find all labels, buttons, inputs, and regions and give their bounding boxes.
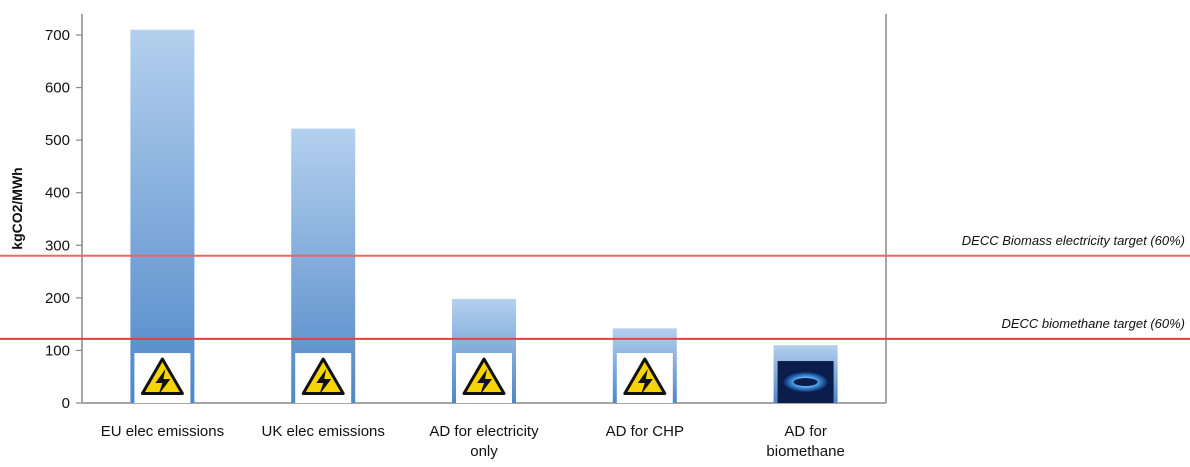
high-voltage-icon xyxy=(134,353,191,403)
x-category-label: AD for CHP xyxy=(606,423,684,440)
reference-lines: DECC Biomass electricity target (60%) DEC… xyxy=(0,233,1190,340)
axes: 0 100 200 300 400 500 600 700 xyxy=(45,14,887,412)
x-category-label: biomethane xyxy=(766,443,844,460)
y-tick-label: 0 xyxy=(62,395,70,412)
bars xyxy=(130,29,838,403)
high-voltage-icon xyxy=(616,353,673,403)
y-tick-label: 700 xyxy=(45,27,70,44)
x-category-label: AD for xyxy=(784,423,827,440)
reference-line-label: DECC Biomass electricity target (60%) xyxy=(962,233,1185,248)
x-category-label: UK elec emissions xyxy=(262,423,385,440)
x-category-label: only xyxy=(470,443,498,460)
x-category-label: AD for electricity xyxy=(429,423,539,440)
y-tick-label: 100 xyxy=(45,342,70,359)
reference-line-label: DECC biomethane target (60%) xyxy=(1001,316,1185,331)
y-tick-label: 600 xyxy=(45,80,70,97)
y-tick-label: 400 xyxy=(45,185,70,202)
y-tick-label: 200 xyxy=(45,290,70,307)
high-voltage-icon xyxy=(295,353,352,403)
labels: kgCO2/MWh EU elec emissions UK elec emissi… xyxy=(9,167,845,460)
y-tick-label: 500 xyxy=(45,132,70,149)
high-voltage-icon xyxy=(456,353,512,403)
bar xyxy=(130,29,195,403)
gas-flame-icon xyxy=(777,361,834,403)
x-category-label: EU elec emissions xyxy=(101,423,224,440)
y-axis-label: kgCO2/MWh xyxy=(9,167,25,249)
y-tick-label: 300 xyxy=(45,237,70,254)
